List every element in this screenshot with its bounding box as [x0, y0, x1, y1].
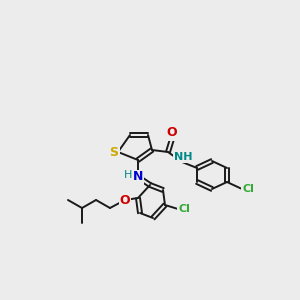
Text: N: N: [133, 170, 143, 184]
Text: H: H: [124, 170, 132, 180]
Text: Cl: Cl: [178, 204, 190, 214]
Text: NH: NH: [174, 152, 192, 162]
Text: S: S: [110, 146, 118, 158]
Text: O: O: [120, 194, 130, 206]
Text: O: O: [167, 127, 177, 140]
Text: Cl: Cl: [242, 184, 254, 194]
